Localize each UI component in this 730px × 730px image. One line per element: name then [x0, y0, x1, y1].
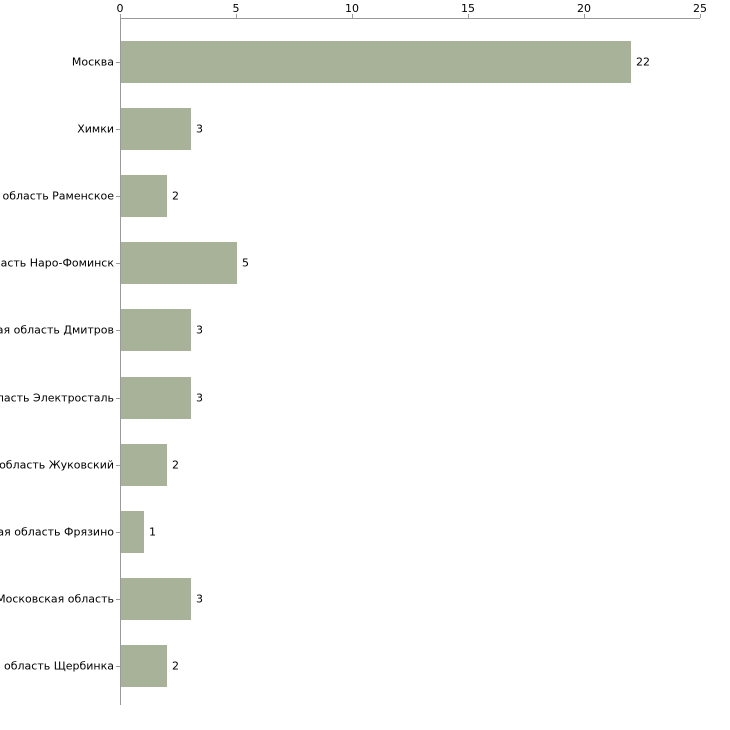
x-tick-mark — [236, 14, 237, 18]
x-tick-mark — [352, 14, 353, 18]
x-tick-label: 20 — [577, 2, 591, 15]
bar — [121, 309, 191, 351]
category-label: Московская область — [0, 592, 114, 606]
y-tick-mark — [116, 465, 120, 466]
category-label: бласть Электросталь — [0, 391, 114, 405]
value-label: 1 — [149, 525, 156, 539]
x-tick-mark — [700, 14, 701, 18]
value-label: 22 — [636, 55, 650, 69]
x-tick-label: 25 — [693, 2, 707, 15]
bar — [121, 645, 167, 687]
value-label: 3 — [196, 323, 203, 337]
x-tick-label: 10 — [345, 2, 359, 15]
value-label: 2 — [172, 458, 179, 472]
y-tick-mark — [116, 196, 120, 197]
x-tick-mark — [120, 14, 121, 18]
y-axis-line — [120, 18, 121, 705]
bar — [121, 377, 191, 419]
value-label: 3 — [196, 592, 203, 606]
bar — [121, 108, 191, 150]
category-label: кая область Дмитров — [0, 323, 114, 337]
y-tick-mark — [116, 129, 120, 130]
x-axis-line — [120, 18, 700, 19]
bar — [121, 242, 237, 284]
x-tick-mark — [584, 14, 585, 18]
value-label: 2 — [172, 659, 179, 673]
bar — [121, 175, 167, 217]
y-tick-mark — [116, 263, 120, 264]
y-tick-mark — [116, 62, 120, 63]
category-label: кая область Фрязино — [0, 525, 114, 539]
value-label: 2 — [172, 189, 179, 203]
x-tick-label: 0 — [116, 2, 124, 15]
y-tick-mark — [116, 330, 120, 331]
y-tick-mark — [116, 666, 120, 667]
bar — [121, 444, 167, 486]
y-tick-mark — [116, 599, 120, 600]
x-tick-label: 5 — [232, 2, 240, 15]
value-label: 3 — [196, 122, 203, 136]
value-label: 3 — [196, 391, 203, 405]
category-label: я область Раменское — [0, 189, 114, 203]
category-label: Москва — [71, 55, 114, 69]
y-tick-mark — [116, 398, 120, 399]
category-label: я область Жуковский — [0, 458, 114, 472]
bar — [121, 511, 144, 553]
category-label: бласть Наро-Фоминск — [0, 256, 114, 270]
x-tick-label: 15 — [461, 2, 475, 15]
value-label: 5 — [242, 256, 249, 270]
bar — [121, 578, 191, 620]
x-tick-mark — [468, 14, 469, 18]
category-label: я область Щербинка — [0, 659, 114, 673]
category-label: Химки — [77, 122, 114, 136]
bar — [121, 41, 631, 83]
y-tick-mark — [116, 532, 120, 533]
